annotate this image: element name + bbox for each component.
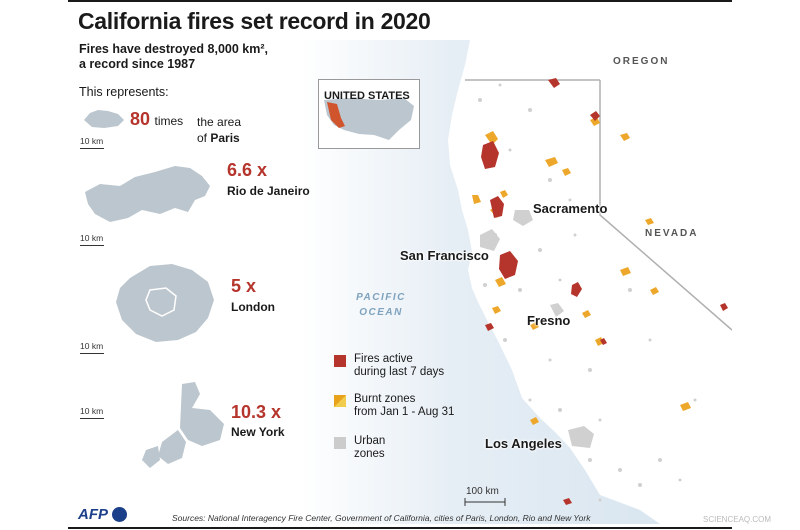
inset-label: UNITED STATES: [324, 90, 410, 102]
label-los-angeles: Los Angeles: [485, 436, 562, 451]
scale-rio: 10 km: [80, 233, 104, 243]
rio-multiplier: 6.6 x: [227, 160, 268, 180]
paris-silhouette: [84, 110, 124, 128]
newyork-name: New York: [231, 425, 285, 439]
bottom-rule: [68, 527, 732, 529]
legend-swatch-urban: [334, 437, 346, 449]
subtitle: Fires have destroyed 8,000 km², a record…: [79, 42, 319, 72]
legend-label-active: Fires active during last 7 days: [354, 353, 445, 378]
urban-zones: [478, 83, 697, 502]
comparison-paris: 80 times: [130, 109, 183, 130]
scale-line-newyork: [80, 418, 104, 419]
california-map: [300, 40, 732, 524]
scale-paris: 10 km: [80, 136, 104, 146]
london-name: London: [231, 300, 275, 314]
newyork-multiplier: 10.3 x: [231, 402, 282, 422]
legend-swatch-burnt: [334, 395, 346, 407]
subtitle-line-2: a record since 1987: [79, 57, 196, 71]
legend-label-urban: Urban zones: [354, 435, 386, 460]
paris-times: times: [154, 114, 184, 128]
rio-name: Rio de Janeiro: [227, 184, 310, 198]
us-silhouette: [324, 98, 414, 140]
label-pacific-ocean: PACIFIC OCEAN: [346, 290, 416, 320]
label-san-francisco: San Francisco: [400, 248, 489, 263]
label-oregon: OREGON: [613, 56, 670, 67]
paris-area-text: the area: [197, 115, 242, 129]
label-fresno: Fresno: [527, 313, 571, 328]
map-scale-label: 100 km: [466, 486, 499, 497]
paris-multiplier: 80: [130, 109, 151, 129]
rio-silhouette: [85, 166, 210, 222]
paris-name: Paris: [210, 131, 240, 145]
scale-line-rio: [80, 245, 104, 246]
watermark: SCIENCEAQ.COM: [703, 515, 772, 524]
legend-label-burnt: Burnt zones from Jan 1 - Aug 31: [354, 393, 455, 418]
london-silhouette: [116, 264, 214, 342]
scale-newyork: 10 km: [80, 406, 104, 416]
sources-note: Sources: National Interagency Fire Cente…: [172, 513, 591, 523]
top-rule: [68, 0, 732, 2]
scale-line-paris: [80, 148, 104, 149]
newyork-silhouette: [142, 382, 224, 468]
represents-label: This represents:: [79, 85, 169, 99]
page-title: California fires set record in 2020: [78, 8, 431, 34]
ocean-line-2: OCEAN: [359, 307, 403, 318]
land-area: [448, 40, 732, 524]
map-scale-bar: [464, 498, 506, 506]
label-sacramento: Sacramento: [533, 201, 608, 216]
label-nevada: NEVADA: [645, 228, 699, 239]
scale-line-london: [80, 353, 104, 354]
afp-logo-dot: [112, 507, 127, 522]
us-inset-map: [318, 79, 420, 149]
nevada-border: [599, 80, 732, 331]
ocean-line-1: PACIFIC: [356, 292, 406, 303]
california-highlight: [327, 102, 345, 128]
scale-london: 10 km: [80, 341, 104, 351]
subtitle-line-1: Fires have destroyed 8,000 km²,: [79, 42, 268, 56]
paris-place-line: of Paris: [197, 131, 240, 145]
afp-logo: AFP: [78, 506, 108, 523]
active-fires: [481, 78, 728, 505]
london-multiplier: 5 x: [231, 276, 257, 296]
legend-swatch-active: [334, 355, 346, 367]
